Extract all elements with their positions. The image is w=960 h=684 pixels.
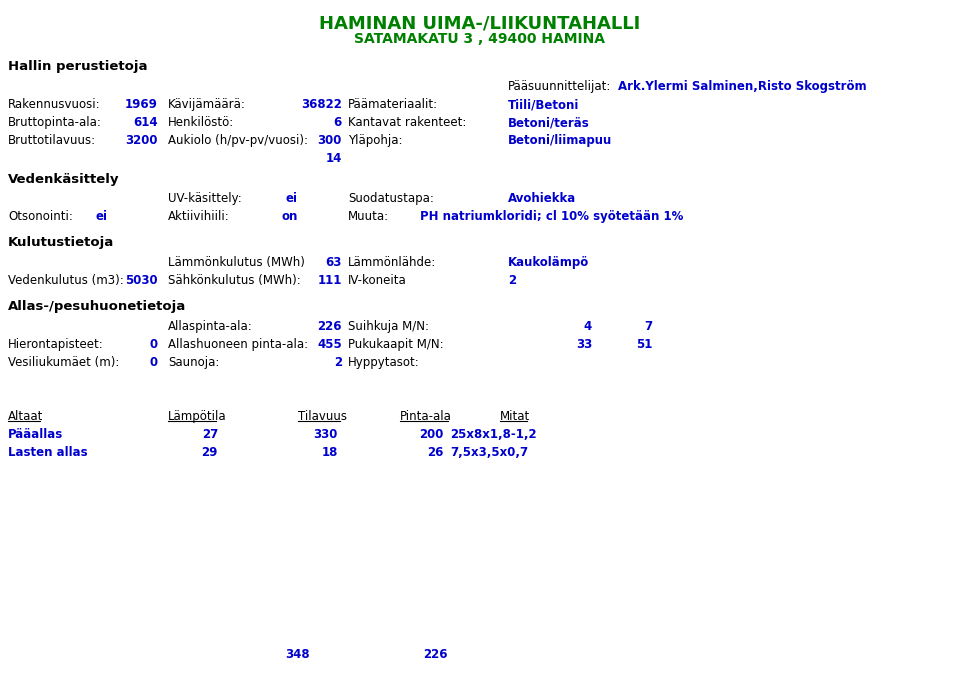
Text: 200: 200	[419, 428, 443, 441]
Text: Allas-/pesuhuonetietoja: Allas-/pesuhuonetietoja	[8, 300, 186, 313]
Text: 614: 614	[133, 116, 158, 129]
Text: 6: 6	[334, 116, 342, 129]
Text: Vedenkulutus (m3):: Vedenkulutus (m3):	[8, 274, 124, 287]
Text: Sähkönkulutus (MWh):: Sähkönkulutus (MWh):	[168, 274, 300, 287]
Text: Hyppytasot:: Hyppytasot:	[348, 356, 420, 369]
Text: 2: 2	[334, 356, 342, 369]
Text: Mitat: Mitat	[500, 410, 530, 423]
Text: Lämmönlähde:: Lämmönlähde:	[348, 256, 436, 269]
Text: ei: ei	[96, 210, 108, 223]
Text: 455: 455	[317, 338, 342, 351]
Text: Allashuoneen pinta-ala:: Allashuoneen pinta-ala:	[168, 338, 308, 351]
Text: Suihkuja M/N:: Suihkuja M/N:	[348, 320, 429, 333]
Text: IV-koneita: IV-koneita	[348, 274, 407, 287]
Text: PH natriumkloridi; cl 10% syötetään 1%: PH natriumkloridi; cl 10% syötetään 1%	[420, 210, 684, 223]
Text: Vedenkäsittely: Vedenkäsittely	[8, 173, 119, 186]
Text: Saunoja:: Saunoja:	[168, 356, 220, 369]
Text: Pinta-ala: Pinta-ala	[400, 410, 452, 423]
Text: 26: 26	[426, 446, 443, 459]
Text: 2: 2	[508, 274, 516, 287]
Text: Altaat: Altaat	[8, 410, 43, 423]
Text: Vesiliukumäet (m):: Vesiliukumäet (m):	[8, 356, 119, 369]
Text: Muuta:: Muuta:	[348, 210, 389, 223]
Text: Allaspinta-ala:: Allaspinta-ala:	[168, 320, 252, 333]
Text: 0: 0	[150, 338, 158, 351]
Text: Avohiekka: Avohiekka	[508, 192, 576, 205]
Text: SATAMAKATU 3 , 49400 HAMINA: SATAMAKATU 3 , 49400 HAMINA	[354, 32, 606, 46]
Text: 51: 51	[636, 338, 652, 351]
Text: Pääallas: Pääallas	[8, 428, 63, 441]
Text: Kaukolämpö: Kaukolämpö	[508, 256, 589, 269]
Text: 3200: 3200	[126, 134, 158, 147]
Text: Betoni/teräs: Betoni/teräs	[508, 116, 589, 129]
Text: Pääsuunnittelijat:: Pääsuunnittelijat:	[508, 80, 612, 93]
Text: Hierontapisteet:: Hierontapisteet:	[8, 338, 104, 351]
Text: Suodatustapa:: Suodatustapa:	[348, 192, 434, 205]
Text: Tiili/Betoni: Tiili/Betoni	[508, 98, 580, 111]
Text: 226: 226	[422, 648, 447, 661]
Text: 4: 4	[584, 320, 592, 333]
Text: Päämateriaalit:: Päämateriaalit:	[348, 98, 438, 111]
Text: HAMINAN UIMA-/LIIKUNTAHALLI: HAMINAN UIMA-/LIIKUNTAHALLI	[320, 14, 640, 32]
Text: UV-käsittely:: UV-käsittely:	[168, 192, 242, 205]
Text: Bruttopinta-ala:: Bruttopinta-ala:	[8, 116, 102, 129]
Text: 348: 348	[286, 648, 310, 661]
Text: 0: 0	[150, 356, 158, 369]
Text: 226: 226	[318, 320, 342, 333]
Text: ei: ei	[286, 192, 298, 205]
Text: Lämmönkulutus (MWh): Lämmönkulutus (MWh)	[168, 256, 305, 269]
Text: 5030: 5030	[126, 274, 158, 287]
Text: Ark.Ylermi Salminen,Risto Skogström: Ark.Ylermi Salminen,Risto Skogström	[618, 80, 867, 93]
Text: Betoni/liimapuu: Betoni/liimapuu	[508, 134, 612, 147]
Text: 27: 27	[202, 428, 218, 441]
Text: 33: 33	[576, 338, 592, 351]
Text: Kantavat rakenteet:: Kantavat rakenteet:	[348, 116, 467, 129]
Text: 330: 330	[314, 428, 338, 441]
Text: Otsonointi:: Otsonointi:	[8, 210, 73, 223]
Text: Aktiivihiili:: Aktiivihiili:	[168, 210, 229, 223]
Text: 14: 14	[325, 152, 342, 165]
Text: 25x8x1,8-1,2: 25x8x1,8-1,2	[450, 428, 537, 441]
Text: Lämpötila: Lämpötila	[168, 410, 227, 423]
Text: Tilavuus: Tilavuus	[298, 410, 347, 423]
Text: Aukiolo (h/pv-pv/vuosi):: Aukiolo (h/pv-pv/vuosi):	[168, 134, 308, 147]
Text: Kävijämäärä:: Kävijämäärä:	[168, 98, 246, 111]
Text: Hallin perustietoja: Hallin perustietoja	[8, 60, 148, 73]
Text: Yläpohja:: Yläpohja:	[348, 134, 402, 147]
Text: Pukukaapit M/N:: Pukukaapit M/N:	[348, 338, 444, 351]
Text: 18: 18	[322, 446, 338, 459]
Text: 29: 29	[202, 446, 218, 459]
Text: Kulutustietoja: Kulutustietoja	[8, 236, 114, 249]
Text: Lasten allas: Lasten allas	[8, 446, 87, 459]
Text: on: on	[281, 210, 298, 223]
Text: 63: 63	[325, 256, 342, 269]
Text: Henkilöstö:: Henkilöstö:	[168, 116, 234, 129]
Text: Rakennusvuosi:: Rakennusvuosi:	[8, 98, 101, 111]
Text: 1969: 1969	[125, 98, 158, 111]
Text: Bruttotilavuus:: Bruttotilavuus:	[8, 134, 96, 147]
Text: 111: 111	[318, 274, 342, 287]
Text: 7,5x3,5x0,7: 7,5x3,5x0,7	[450, 446, 528, 459]
Text: 300: 300	[318, 134, 342, 147]
Text: 36822: 36822	[301, 98, 342, 111]
Text: 7: 7	[644, 320, 652, 333]
